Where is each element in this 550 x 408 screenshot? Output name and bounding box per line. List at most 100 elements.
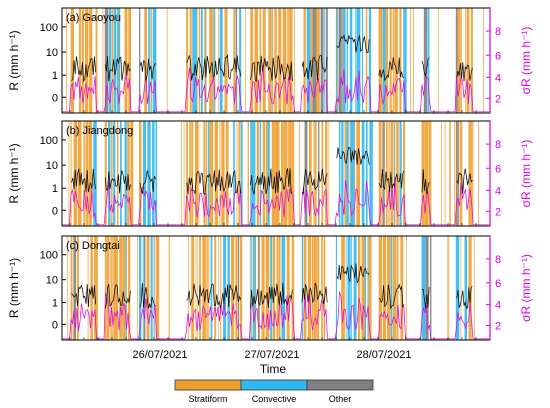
- class-stripe: [239, 8, 242, 113]
- class-stripe: [207, 121, 210, 226]
- class-stripe: [336, 8, 338, 113]
- class-stripe: [166, 8, 168, 113]
- class-stripe: [70, 121, 72, 226]
- class-stripe: [361, 121, 365, 226]
- rain-rate-series: [139, 58, 156, 81]
- class-stripe: [403, 121, 405, 226]
- class-stripe: [142, 236, 144, 340]
- class-stripe: [237, 236, 240, 340]
- class-stripe: [139, 121, 142, 226]
- class-stripe: [230, 236, 235, 340]
- class-stripe: [315, 121, 317, 226]
- class-stripe: [427, 8, 430, 113]
- class-stripe: [208, 236, 210, 340]
- class-stripe: [240, 121, 243, 226]
- class-stripe: [106, 236, 110, 340]
- class-stripe: [113, 8, 117, 113]
- class-stripe: [111, 121, 113, 226]
- class-stripe: [197, 236, 198, 340]
- rain-rate-series: [378, 283, 405, 310]
- class-stripe: [95, 8, 98, 113]
- class-stripe: [218, 236, 219, 340]
- class-stripe: [209, 8, 213, 113]
- class-stripe: [311, 236, 314, 340]
- class-stripe: [387, 8, 388, 113]
- left-axis-title: R (mm h⁻¹): [7, 30, 21, 90]
- x-tick-label: 27/07/2021: [244, 349, 299, 361]
- class-stripe: [324, 236, 325, 340]
- class-stripe: [349, 121, 351, 226]
- class-stripe: [66, 8, 67, 113]
- class-stripe: [110, 236, 112, 340]
- class-stripe: [78, 121, 82, 226]
- class-stripe: [392, 236, 396, 340]
- class-stripe: [406, 236, 407, 340]
- class-stripe: [125, 236, 127, 340]
- class-stripe: [383, 121, 385, 226]
- rain-rate-series: [250, 55, 293, 83]
- class-stripe: [113, 236, 115, 340]
- panel-label: (b) Jiangdong: [66, 125, 133, 137]
- panel-label: (a) Gaoyou: [66, 12, 121, 24]
- class-stripe: [259, 121, 262, 226]
- class-stripe: [253, 121, 256, 226]
- class-stripe: [424, 121, 429, 226]
- class-stripe: [223, 236, 227, 340]
- class-stripe: [279, 236, 281, 340]
- class-stripe: [465, 8, 467, 113]
- class-stripe: [399, 8, 402, 113]
- rain-rate-series: [301, 282, 328, 305]
- class-stripe: [122, 236, 126, 340]
- class-stripe: [294, 8, 295, 113]
- class-stripe: [183, 121, 185, 226]
- class-stripe: [265, 121, 268, 226]
- class-stripe: [155, 121, 158, 226]
- right-tick-label: 2: [495, 206, 501, 218]
- class-stripe: [470, 8, 473, 113]
- rain-rate-series: [104, 283, 131, 309]
- class-stripe: [114, 236, 118, 340]
- class-stripe: [299, 121, 300, 226]
- class-stripe: [341, 236, 345, 340]
- class-stripe: [194, 121, 199, 226]
- class-stripe: [271, 8, 273, 113]
- class-stripe: [278, 8, 282, 113]
- class-stripe: [483, 8, 484, 113]
- class-stripe: [341, 121, 344, 226]
- class-stripe: [306, 8, 311, 113]
- class-stripe: [258, 236, 260, 340]
- class-stripe: [94, 236, 98, 340]
- class-stripe: [448, 236, 450, 340]
- class-stripe: [423, 8, 427, 113]
- class-stripe: [393, 121, 395, 226]
- right-tick-label: 6: [495, 278, 501, 290]
- class-stripe: [291, 236, 295, 340]
- class-stripe: [247, 121, 249, 226]
- class-stripe: [368, 236, 372, 340]
- class-stripe: [181, 121, 182, 226]
- class-stripe: [378, 121, 382, 226]
- class-stripe: [78, 8, 81, 113]
- class-stripe: [105, 121, 107, 226]
- left-tick-label: 10: [46, 47, 58, 59]
- right-axis-title: σR (mm h⁻¹): [519, 140, 533, 208]
- class-stripe: [365, 8, 368, 113]
- class-stripe: [270, 236, 273, 340]
- class-stripe: [148, 8, 151, 113]
- class-stripe: [473, 236, 475, 340]
- class-stripe: [83, 121, 85, 226]
- class-stripe: [369, 121, 373, 226]
- class-stripe: [410, 8, 411, 113]
- class-stripe: [353, 236, 357, 340]
- left-tick-label: 0: [52, 92, 58, 104]
- class-stripe: [151, 8, 152, 113]
- class-stripe: [214, 121, 218, 226]
- class-stripe: [128, 8, 131, 113]
- class-stripe: [206, 236, 208, 340]
- class-stripe: [256, 121, 259, 226]
- class-stripe: [124, 8, 128, 113]
- left-axis-title: R (mm h⁻¹): [7, 143, 21, 203]
- class-stripe: [186, 121, 188, 226]
- class-stripe: [468, 236, 472, 340]
